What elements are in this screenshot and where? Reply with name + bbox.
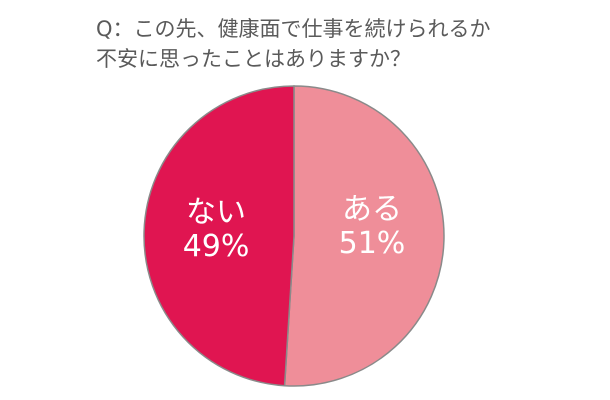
slice-category: ある <box>342 192 402 227</box>
chart-title: 不安に思ったことはありますか？ <box>96 47 411 71</box>
pie-slice <box>143 85 295 387</box>
chart-title: Q：この先、健康面で仕事を続けられるか <box>96 17 491 41</box>
slice-value-label: 51% <box>339 226 406 261</box>
slice-value-label: 49% <box>183 229 250 264</box>
slice-category: ない <box>186 195 246 230</box>
pie-slice <box>283 85 445 387</box>
